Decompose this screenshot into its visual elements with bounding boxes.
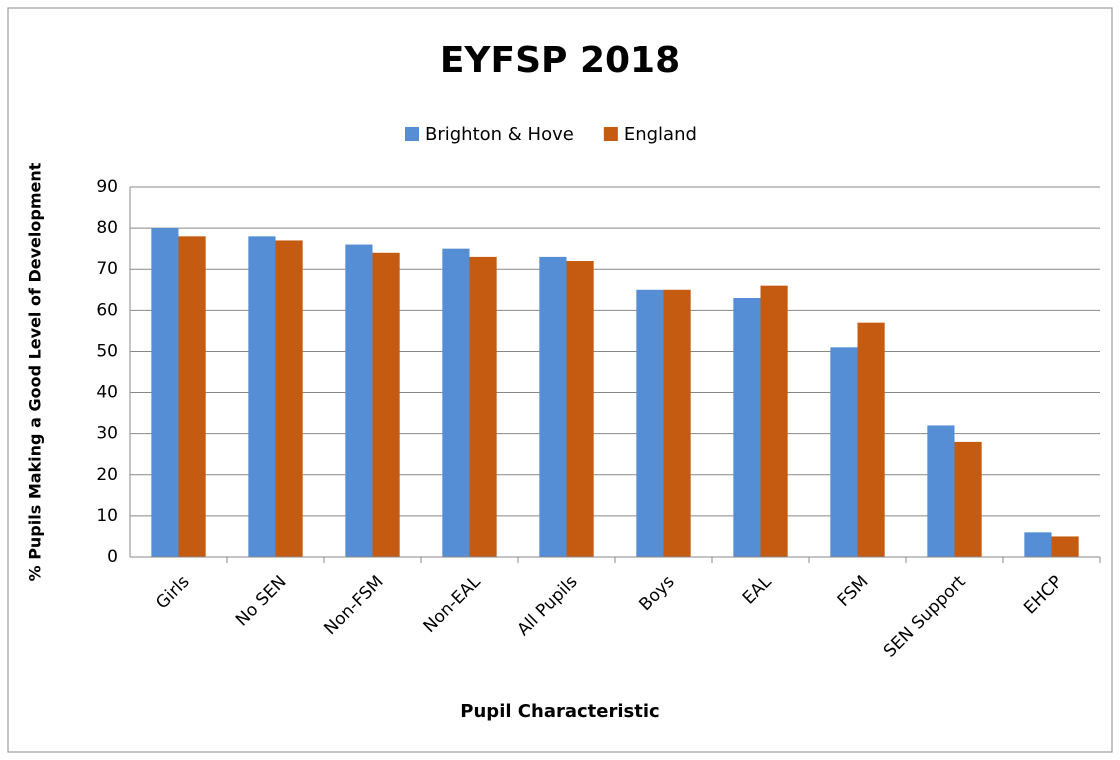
y-tick-label: 40: [96, 383, 118, 403]
bar: [954, 441, 982, 557]
bar: [636, 289, 664, 557]
bar: [1024, 532, 1052, 557]
y-tick-label: 50: [96, 341, 118, 361]
bar: [469, 256, 497, 557]
chart-title: EYFSP 2018: [440, 40, 680, 81]
bar: [1051, 536, 1079, 557]
bar: [248, 236, 276, 558]
y-tick-label: 70: [96, 259, 118, 279]
bar: [442, 248, 470, 557]
bar: [345, 244, 373, 558]
bar: [927, 425, 955, 557]
legend-label: England: [624, 124, 697, 145]
y-tick-label: 0: [107, 547, 118, 567]
y-tick-label: 60: [96, 300, 118, 320]
bar: [830, 347, 858, 557]
bar: [760, 285, 788, 557]
y-tick-label: 20: [96, 465, 118, 485]
y-tick-label: 10: [96, 506, 118, 526]
legend-label: Brighton & Hove: [425, 124, 574, 145]
bar: [566, 261, 594, 557]
legend-swatch: [603, 127, 618, 141]
bar: [733, 298, 761, 557]
y-tick-label: 80: [96, 218, 118, 238]
legend-swatch: [405, 127, 419, 141]
y-axis-label: % Pupils Making a Good Level of Developm…: [26, 162, 45, 581]
y-tick-label: 30: [96, 424, 118, 444]
bar: [275, 240, 303, 557]
y-tick-label: 90: [96, 177, 118, 197]
x-axis-label: Pupil Characteristic: [460, 701, 659, 722]
bar: [539, 256, 567, 557]
bar: [178, 236, 206, 558]
bar: [372, 252, 400, 557]
bar: [663, 289, 691, 557]
bar: [151, 228, 179, 557]
bar: [857, 322, 885, 557]
